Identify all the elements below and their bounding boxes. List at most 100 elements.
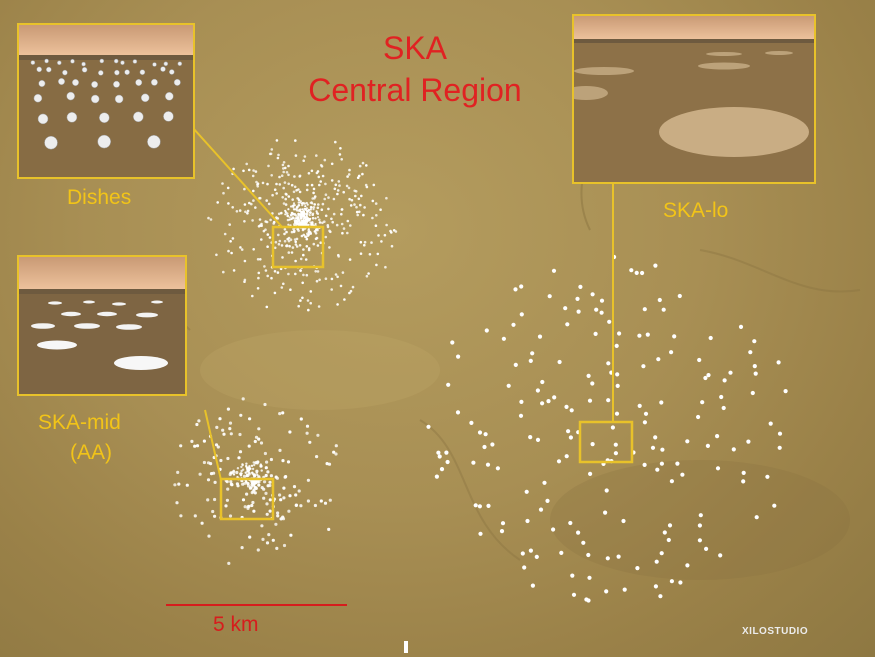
dish-station	[251, 219, 254, 222]
dish-station	[301, 296, 304, 300]
dish-station	[231, 206, 234, 209]
dish-station	[303, 155, 307, 158]
dish-station	[288, 216, 291, 219]
ska-mid-station	[244, 479, 248, 483]
ska-mid-station	[227, 561, 231, 566]
dish-station	[316, 170, 320, 173]
dish-station	[283, 232, 286, 236]
dish-station	[285, 244, 289, 248]
ska-lo-station	[426, 424, 431, 429]
ska-mid-station	[225, 498, 229, 502]
dish-station	[317, 203, 320, 206]
dish-station	[240, 248, 244, 251]
dish-station	[281, 256, 284, 259]
ska-lo-station	[456, 354, 461, 359]
ska-mid-station	[226, 456, 230, 461]
dish-station	[299, 210, 302, 213]
ska-mid-station	[236, 475, 239, 479]
dish-station	[281, 163, 285, 167]
dish-antenna-icon	[81, 67, 88, 73]
dish-station	[320, 208, 324, 211]
ska-lo-station	[469, 420, 474, 425]
ska-mid-station	[213, 480, 217, 484]
ska-mid-station	[239, 472, 242, 475]
ska-mid-station	[327, 527, 331, 532]
dish-station	[265, 199, 269, 202]
dish-station	[330, 179, 334, 182]
ska-mid-station	[289, 533, 293, 537]
dish-station	[341, 231, 344, 235]
dish-station	[289, 288, 292, 292]
ska-lo-station	[542, 480, 547, 485]
dish-station	[268, 152, 272, 156]
dish-station	[319, 163, 323, 167]
dish-station	[276, 271, 280, 274]
ska-lo-cluster	[426, 254, 788, 603]
dish-station	[215, 253, 218, 257]
dish-station	[239, 246, 242, 249]
ska-mid-station	[297, 489, 301, 493]
ska-lo-station	[655, 467, 660, 472]
ska-mid-station	[328, 498, 332, 502]
dish-station	[289, 238, 293, 241]
dish-station	[330, 217, 333, 221]
ska-lo-station	[519, 399, 524, 404]
ska-lo-station	[637, 403, 642, 408]
dish-station	[349, 289, 353, 293]
dish-antenna-icon	[135, 79, 143, 86]
dish-station	[310, 206, 313, 209]
ska-lo-station	[599, 298, 605, 303]
dish-station	[275, 192, 279, 195]
ska-lo-station	[552, 395, 557, 400]
dish-station	[311, 197, 315, 200]
ska-lo-station	[656, 357, 661, 362]
ska-lo-station	[587, 398, 593, 403]
dish-station	[227, 202, 230, 205]
dish-station	[226, 186, 230, 190]
dish-station	[227, 249, 230, 253]
dish-station	[269, 218, 272, 222]
dish-station	[209, 218, 213, 221]
dish-station	[300, 216, 303, 219]
dish-station	[251, 174, 255, 178]
dish-station	[339, 284, 343, 288]
dish-antenna-icon	[177, 61, 183, 66]
dish-station	[361, 161, 365, 165]
dish-station	[299, 299, 302, 302]
dish-station	[232, 167, 235, 171]
dish-station	[295, 237, 299, 241]
dish-station	[287, 272, 290, 276]
dish-station	[309, 232, 313, 235]
ska-mid-station	[264, 466, 268, 470]
ska-mid-station	[185, 483, 189, 487]
ska-lo-station	[634, 270, 639, 275]
ska-lo-station	[768, 421, 773, 426]
ska-lo-station	[669, 479, 675, 484]
ska-lo-station	[482, 444, 487, 450]
dish-station	[245, 162, 248, 166]
title-line-1: SKA	[382, 30, 448, 66]
dish-station	[282, 161, 286, 164]
ska-mid-station	[286, 460, 291, 464]
dish-station	[306, 183, 309, 187]
ska-mid-station	[218, 417, 222, 421]
ska-mid-station	[282, 496, 286, 500]
dish-station	[354, 194, 357, 198]
dish-station	[221, 182, 224, 185]
dish-station	[309, 290, 313, 293]
dish-station	[368, 253, 372, 256]
dish-antenna-icon	[33, 93, 43, 103]
dish-station	[222, 191, 225, 195]
ska-mid-station	[263, 402, 267, 407]
ska-mid-station	[254, 486, 258, 490]
dish-station	[324, 182, 327, 186]
ska-lo-station	[642, 420, 648, 425]
dish-station	[222, 270, 225, 274]
ska-lo-station	[455, 410, 461, 415]
dish-antenna-icon	[169, 69, 175, 75]
dish-station	[284, 192, 288, 196]
dish-station	[288, 218, 291, 221]
ska-mid-station	[214, 443, 219, 447]
dish-station	[337, 180, 341, 183]
